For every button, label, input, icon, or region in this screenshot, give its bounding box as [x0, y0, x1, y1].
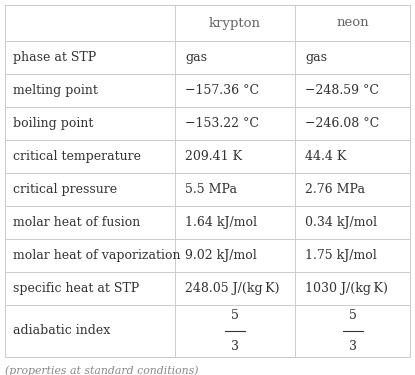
Text: 248.05 J/(kg K): 248.05 J/(kg K) [185, 282, 279, 295]
Text: molar heat of fusion: molar heat of fusion [13, 216, 140, 229]
Text: phase at STP: phase at STP [13, 51, 96, 64]
Text: 3: 3 [231, 340, 239, 353]
Text: 9.02 kJ/mol: 9.02 kJ/mol [185, 249, 257, 262]
Text: −153.22 °C: −153.22 °C [185, 117, 259, 130]
Text: 5.5 MPa: 5.5 MPa [185, 183, 237, 196]
Text: gas: gas [305, 51, 327, 64]
Text: molar heat of vaporization: molar heat of vaporization [13, 249, 181, 262]
Text: 209.41 K: 209.41 K [185, 150, 242, 163]
Text: gas: gas [185, 51, 207, 64]
Text: −248.59 °C: −248.59 °C [305, 84, 379, 97]
Text: critical temperature: critical temperature [13, 150, 141, 163]
Text: boiling point: boiling point [13, 117, 93, 130]
Text: krypton: krypton [209, 16, 261, 30]
Text: (properties at standard conditions): (properties at standard conditions) [5, 366, 198, 375]
Text: −246.08 °C: −246.08 °C [305, 117, 379, 130]
Text: 1030 J/(kg K): 1030 J/(kg K) [305, 282, 388, 295]
Text: specific heat at STP: specific heat at STP [13, 282, 139, 295]
Text: neon: neon [336, 16, 369, 30]
Text: 5: 5 [349, 309, 356, 322]
Text: 0.34 kJ/mol: 0.34 kJ/mol [305, 216, 377, 229]
Text: 2.76 MPa: 2.76 MPa [305, 183, 365, 196]
Text: 1.75 kJ/mol: 1.75 kJ/mol [305, 249, 377, 262]
Text: 3: 3 [349, 340, 356, 353]
Text: melting point: melting point [13, 84, 98, 97]
Text: adiabatic index: adiabatic index [13, 324, 110, 338]
Text: 1.64 kJ/mol: 1.64 kJ/mol [185, 216, 257, 229]
Text: −157.36 °C: −157.36 °C [185, 84, 259, 97]
Text: 5: 5 [231, 309, 239, 322]
Text: critical pressure: critical pressure [13, 183, 117, 196]
Text: 44.4 K: 44.4 K [305, 150, 347, 163]
